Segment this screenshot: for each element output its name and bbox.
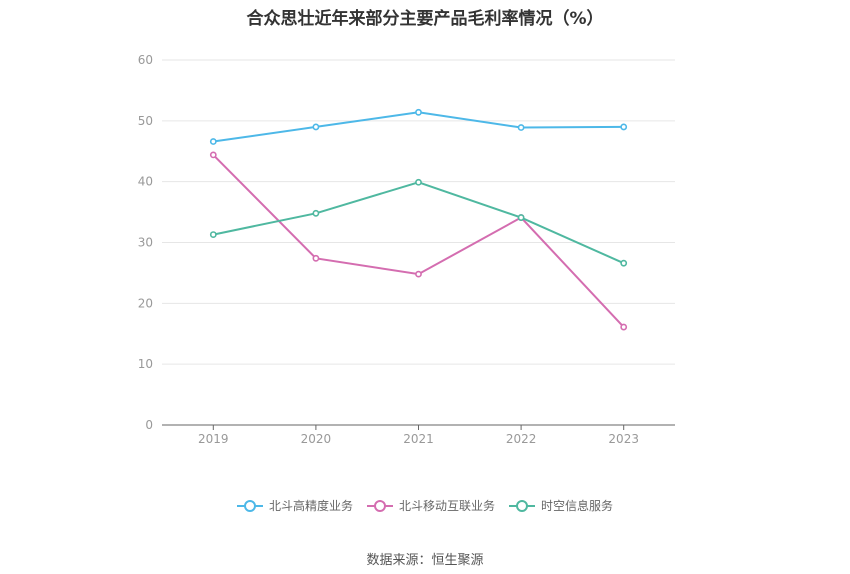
data-point — [312, 209, 320, 217]
chart-title: 合众思壮近年来部分主要产品毛利率情况（%） — [246, 9, 604, 29]
y-tick-label: 30 — [138, 236, 153, 250]
legend-item[interactable]: 北斗移动互联业务 — [366, 497, 495, 514]
y-tick-label: 40 — [138, 175, 153, 189]
grid-layer — [162, 59, 675, 365]
data-point — [517, 214, 525, 221]
y-tick-label: 0 — [145, 418, 153, 432]
series-line — [213, 111, 624, 143]
y-tick-label: 50 — [138, 114, 153, 128]
legend-item[interactable]: 北斗高精度业务 — [236, 497, 353, 514]
data-point — [620, 323, 628, 331]
data-point — [312, 254, 320, 262]
y-tick-label: 60 — [138, 53, 153, 67]
legend-swatch-icon — [509, 499, 535, 512]
legend-label: 时空信息服务 — [541, 499, 614, 513]
data-point — [209, 151, 217, 159]
data-point — [620, 123, 628, 131]
data-point — [415, 270, 422, 278]
legend-swatch-icon — [366, 499, 393, 512]
source-label: 数据来源：恒生聚源 — [366, 553, 484, 568]
data-point — [312, 123, 320, 131]
legend-label: 北斗高精度业务 — [268, 499, 353, 513]
legend: 北斗高精度业务 北斗移动互联业务 时空信息服务 — [0, 497, 850, 514]
data-point — [209, 138, 217, 145]
series-line — [213, 181, 625, 265]
x-tick-label: 2022 — [506, 432, 537, 446]
data-point — [620, 259, 628, 267]
x-tick-label: 2020 — [301, 432, 332, 446]
legend-label: 北斗移动互联业务 — [398, 499, 495, 513]
data-point — [517, 124, 525, 131]
x-tick-label: 2021 — [403, 432, 434, 446]
legend-item[interactable]: 时空信息服务 — [509, 497, 613, 514]
x-tick-label: 2019 — [198, 432, 229, 446]
legend-swatch-icon — [236, 499, 263, 512]
y-tick-label: 10 — [138, 357, 153, 371]
data-point — [209, 231, 217, 238]
series-0 — [209, 108, 628, 145]
x-tick-label: 2023 — [608, 432, 639, 446]
y-tick-label: 20 — [138, 296, 153, 310]
axis-layer: 0 10 20 30 40 50 60 2019 2020 2021 2022 2023 — [138, 53, 675, 446]
data-point — [415, 178, 422, 186]
series-2 — [209, 178, 628, 267]
data-point — [415, 108, 422, 116]
series-layer — [209, 108, 628, 331]
